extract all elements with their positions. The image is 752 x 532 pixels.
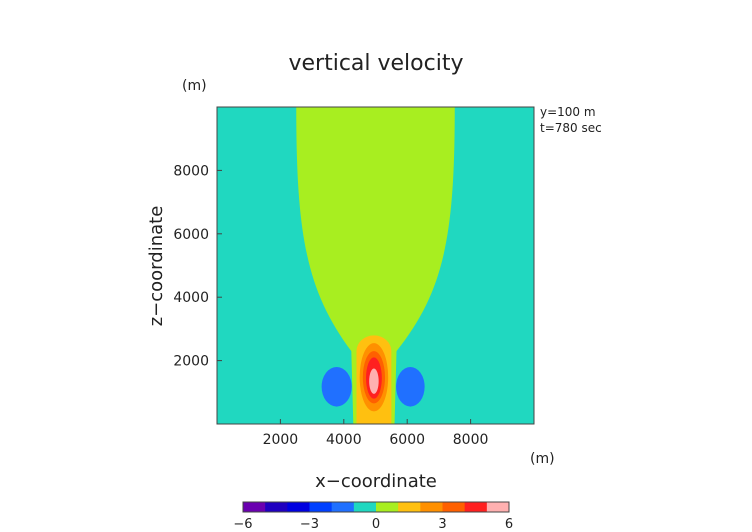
plot-frame (216, 106, 535, 425)
y-axis: 2000 4000 6000 8000 (173, 163, 222, 370)
x-tick-label: 6000 (389, 432, 425, 448)
right-downdraft-lobe (396, 366, 425, 407)
plot-area (217, 107, 534, 424)
y-axis-label: z−coordinate (146, 206, 167, 327)
colorbar-swatch (309, 502, 333, 512)
colorbar-tick-label: −6 (233, 517, 252, 532)
colorbar-swatch (287, 502, 310, 512)
colorbar-tick-label: 3 (438, 517, 446, 532)
colorbar-swatch (243, 502, 266, 512)
colorbar-swatch (331, 502, 355, 512)
chart-title: vertical velocity (288, 51, 463, 76)
colorbar-swatch (376, 502, 399, 512)
y-tick-label: 2000 (173, 354, 209, 370)
x-axis: 2000 4000 6000 8000 (263, 419, 489, 448)
colorbar-tick-label: 6 (505, 517, 513, 532)
x-axis-label: x−coordinate (315, 471, 437, 492)
x-tick-label: 8000 (453, 432, 489, 448)
colorbar-swatch (464, 502, 488, 512)
colorbar-swatch (486, 502, 510, 512)
colorbar-tick-label: 0 (372, 517, 380, 532)
colorbar-swatch (420, 502, 443, 512)
downdraft-shell-region (296, 107, 455, 424)
y-tick-label: 4000 (173, 290, 209, 306)
x-tick-label: 4000 (326, 432, 362, 448)
colorbar-tick-label: −3 (300, 517, 319, 532)
colorbar-swatch (265, 502, 288, 512)
colorbar-swatch (442, 502, 466, 512)
colorbar-swatch (398, 502, 421, 512)
updraft-contour-5 (369, 368, 379, 394)
x-unit-label: (m) (530, 451, 555, 467)
x-tick-label: 2000 (263, 432, 299, 448)
colorbar: −6 −3 0 3 6 (233, 501, 513, 532)
y-tick-label: 8000 (173, 163, 209, 179)
annotation-t: t=780 sec (540, 121, 602, 135)
y-unit-label: (m) (182, 78, 207, 94)
colorbar-frame (242, 501, 510, 513)
left-downdraft-lobe (321, 366, 352, 407)
y-tick-label: 6000 (173, 227, 209, 243)
annotation-y: y=100 m (540, 105, 596, 119)
colorbar-swatch (353, 502, 377, 512)
